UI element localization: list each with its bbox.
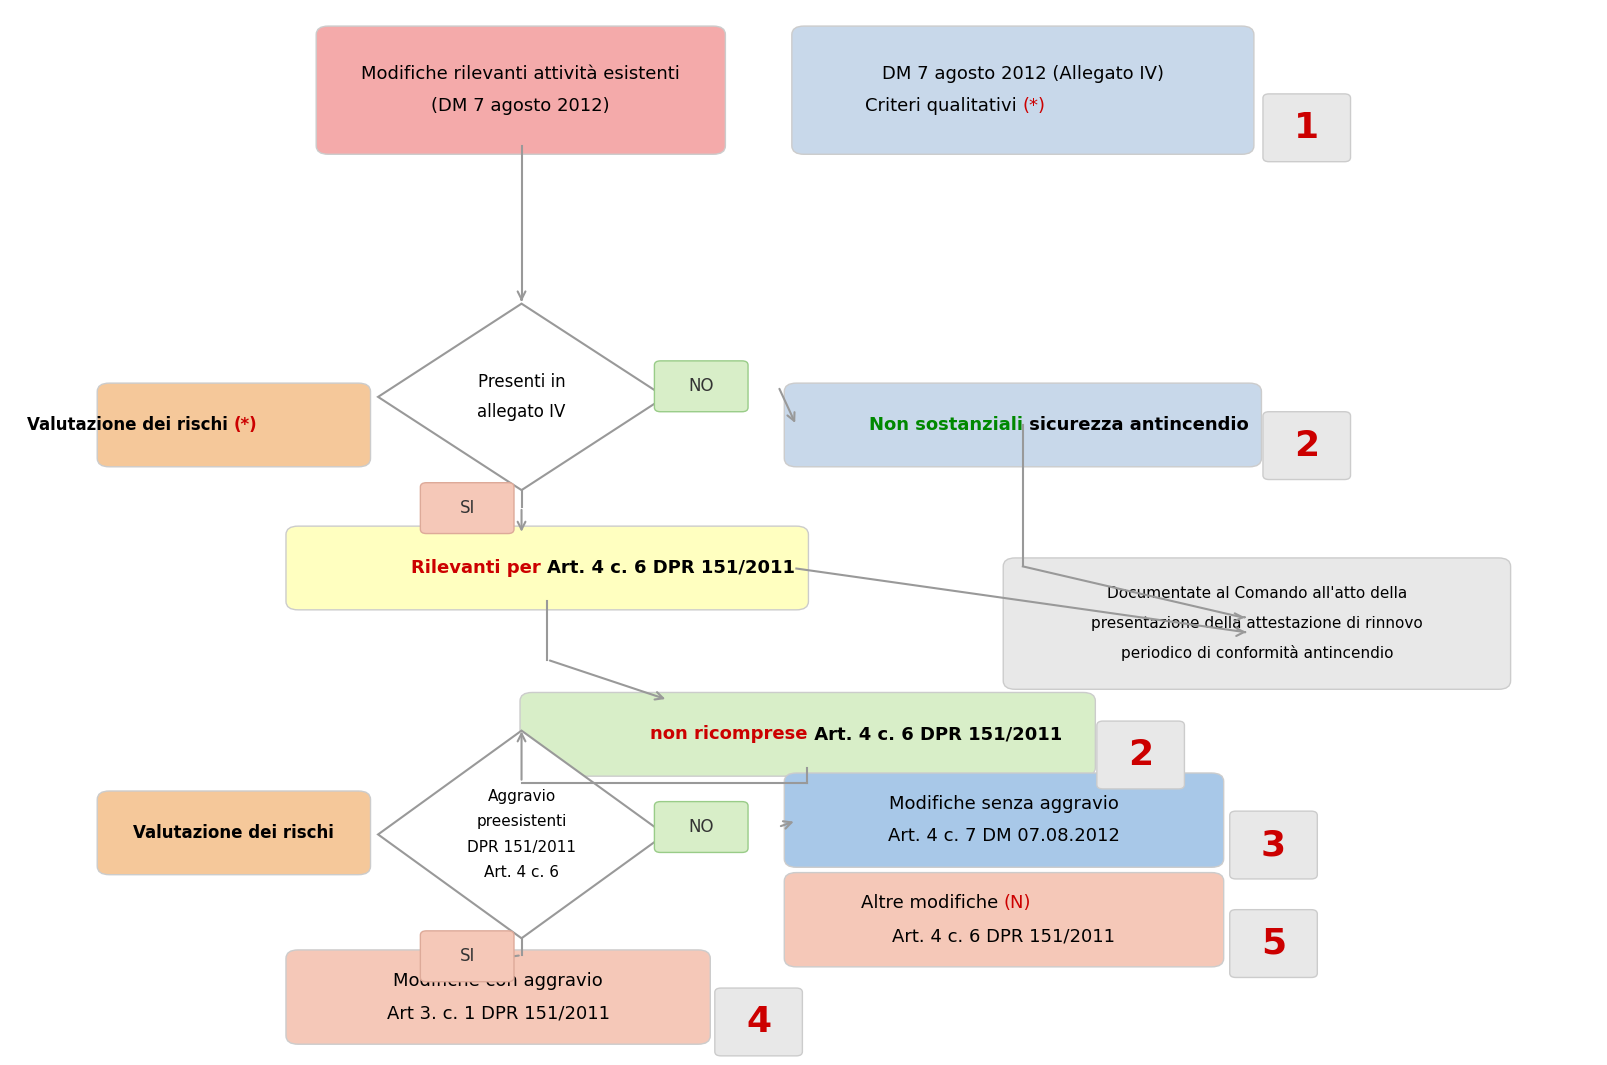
- Text: Art 3. c. 1 DPR 151/2011: Art 3. c. 1 DPR 151/2011: [387, 1004, 609, 1022]
- FancyBboxPatch shape: [784, 773, 1223, 867]
- FancyBboxPatch shape: [1263, 412, 1350, 479]
- Text: Art. 4 c. 6 DPR 151/2011: Art. 4 c. 6 DPR 151/2011: [548, 559, 795, 577]
- FancyBboxPatch shape: [792, 26, 1253, 154]
- FancyBboxPatch shape: [715, 988, 802, 1055]
- Text: 3: 3: [1261, 828, 1286, 862]
- Text: Art. 4 c. 6 DPR 151/2011: Art. 4 c. 6 DPR 151/2011: [892, 927, 1115, 945]
- Text: non ricomprese: non ricomprese: [651, 725, 808, 743]
- Text: Altre modifiche: Altre modifiche: [861, 895, 1004, 913]
- Text: Art. 4 c. 7 DM 07.08.2012: Art. 4 c. 7 DM 07.08.2012: [889, 828, 1120, 846]
- Text: periodico di conformità antincendio: periodico di conformità antincendio: [1120, 645, 1393, 661]
- Text: Valutazione dei rischi: Valutazione dei rischi: [27, 416, 235, 433]
- FancyBboxPatch shape: [784, 383, 1261, 466]
- Text: Rilevanti per: Rilevanti per: [411, 559, 548, 577]
- Text: Criteri qualitativi: Criteri qualitativi: [865, 98, 1024, 115]
- FancyBboxPatch shape: [654, 802, 747, 852]
- Text: DM 7 agosto 2012 (Allegato IV): DM 7 agosto 2012 (Allegato IV): [882, 65, 1163, 83]
- FancyBboxPatch shape: [1229, 812, 1318, 879]
- Text: Non sostanziali: Non sostanziali: [869, 416, 1024, 433]
- FancyBboxPatch shape: [1263, 94, 1350, 162]
- Text: Presenti in: Presenti in: [477, 373, 566, 391]
- Text: 2: 2: [1128, 738, 1154, 772]
- Text: (DM 7 agosto 2012): (DM 7 agosto 2012): [431, 98, 611, 115]
- Text: sicurezza antincendio: sicurezza antincendio: [1024, 416, 1249, 433]
- Text: DPR 151/2011: DPR 151/2011: [468, 839, 575, 854]
- Text: SI: SI: [460, 499, 474, 518]
- Text: 4: 4: [746, 1005, 771, 1039]
- Polygon shape: [378, 731, 665, 938]
- Text: (*): (*): [1024, 98, 1046, 115]
- FancyBboxPatch shape: [654, 361, 747, 412]
- Text: Modifiche rilevanti attività esistenti: Modifiche rilevanti attività esistenti: [362, 65, 680, 83]
- FancyBboxPatch shape: [1003, 558, 1511, 689]
- Text: Art. 4 c. 6: Art. 4 c. 6: [484, 865, 559, 880]
- FancyBboxPatch shape: [421, 931, 514, 982]
- FancyBboxPatch shape: [96, 383, 371, 466]
- Text: presentazione della attestazione di rinnovo: presentazione della attestazione di rinn…: [1091, 617, 1422, 632]
- Text: 5: 5: [1261, 927, 1286, 961]
- FancyBboxPatch shape: [317, 26, 725, 154]
- Text: (*): (*): [235, 416, 257, 433]
- Text: 2: 2: [1294, 428, 1319, 462]
- Text: Art. 4 c. 6 DPR 151/2011: Art. 4 c. 6 DPR 151/2011: [808, 725, 1062, 743]
- Text: Documentate al Comando all'atto della: Documentate al Comando all'atto della: [1107, 587, 1408, 602]
- Polygon shape: [378, 304, 665, 490]
- FancyBboxPatch shape: [96, 791, 371, 874]
- FancyBboxPatch shape: [784, 872, 1223, 967]
- Text: NO: NO: [688, 818, 714, 836]
- FancyBboxPatch shape: [421, 482, 514, 534]
- Text: (N): (N): [1004, 895, 1032, 913]
- FancyBboxPatch shape: [286, 526, 808, 610]
- Text: 1: 1: [1294, 111, 1319, 145]
- Text: SI: SI: [460, 947, 474, 965]
- FancyBboxPatch shape: [286, 950, 710, 1044]
- Text: allegato IV: allegato IV: [477, 404, 566, 421]
- Text: preesistenti: preesistenti: [476, 815, 567, 830]
- Text: NO: NO: [688, 377, 714, 395]
- Text: Aggravio: Aggravio: [487, 789, 556, 804]
- FancyBboxPatch shape: [521, 692, 1096, 776]
- FancyBboxPatch shape: [1229, 910, 1318, 978]
- Text: Modifiche senza aggravio: Modifiche senza aggravio: [889, 794, 1118, 813]
- Text: Valutazione dei rischi: Valutazione dei rischi: [133, 824, 334, 841]
- Text: Modifiche con aggravio: Modifiche con aggravio: [394, 971, 603, 989]
- FancyBboxPatch shape: [1098, 721, 1184, 789]
